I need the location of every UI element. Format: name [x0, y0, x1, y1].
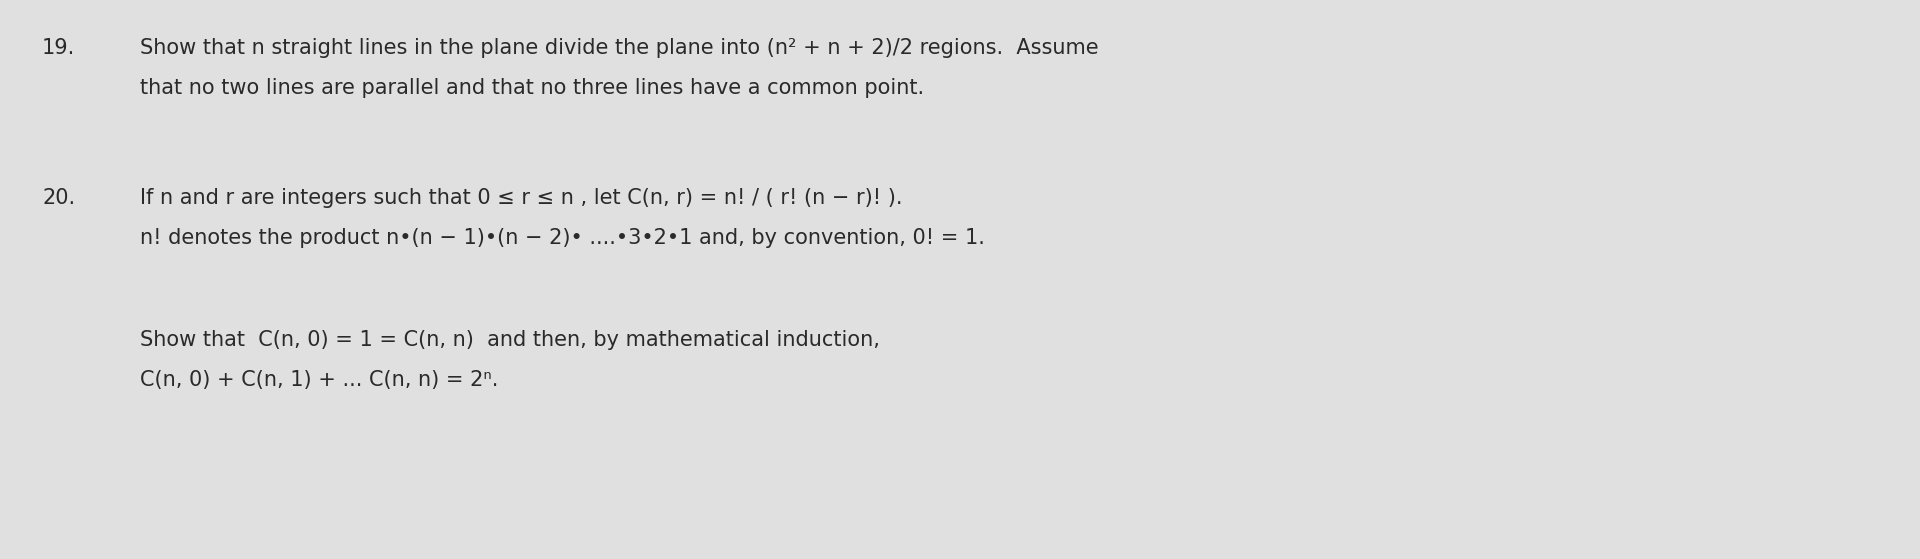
Text: If n and r are integers such that 0 ≤ r ≤ n , let C(n, r) = n! / ( r! (n − r)! ): If n and r are integers such that 0 ≤ r … — [140, 188, 902, 208]
Text: n! denotes the product n•(n − 1)•(n − 2)• ....•3•2•1 and, by convention, 0! = 1.: n! denotes the product n•(n − 1)•(n − 2)… — [140, 228, 985, 248]
Text: 19.: 19. — [42, 38, 75, 58]
Text: 20.: 20. — [42, 188, 75, 208]
Text: that no two lines are parallel and that no three lines have a common point.: that no two lines are parallel and that … — [140, 78, 924, 98]
Text: Show that n straight lines in the plane divide the plane into (n² + n + 2)/2 reg: Show that n straight lines in the plane … — [140, 38, 1098, 58]
Text: C(n, 0) + C(n, 1) + ... C(n, n) = 2ⁿ.: C(n, 0) + C(n, 1) + ... C(n, n) = 2ⁿ. — [140, 370, 499, 390]
Text: Show that  C(n, 0) = 1 = C(n, n)  and then, by mathematical induction,: Show that C(n, 0) = 1 = C(n, n) and then… — [140, 330, 879, 350]
